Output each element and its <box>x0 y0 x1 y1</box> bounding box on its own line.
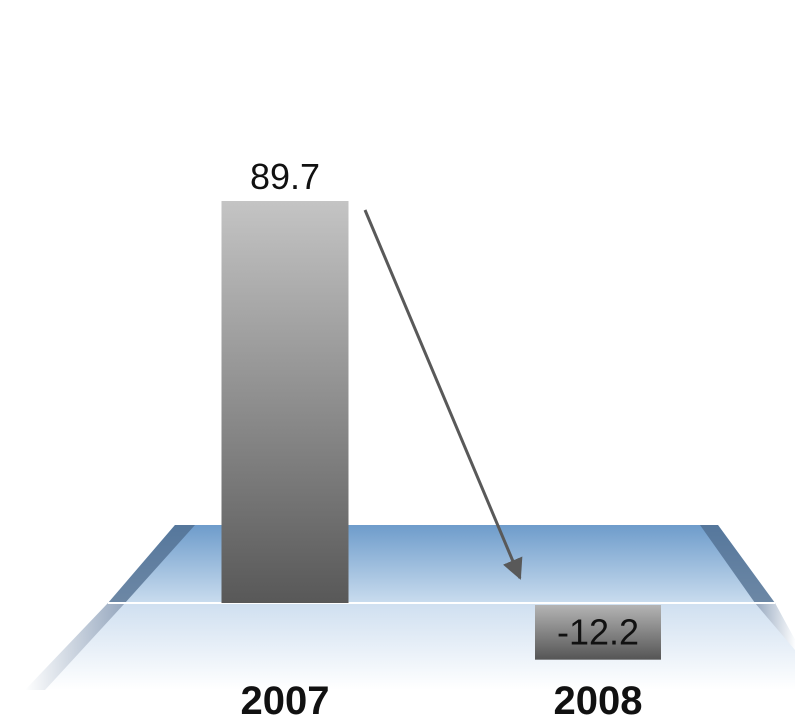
bars-group <box>221 201 661 660</box>
data-label-2008: -12.2 <box>557 612 639 653</box>
chart-floor <box>25 525 795 690</box>
floor-right-front-edge <box>755 603 795 650</box>
floor-right-edge <box>700 525 775 603</box>
floor-back-plane <box>108 525 775 603</box>
data-label-2007: 89.7 <box>250 156 320 197</box>
labels-group: 89.7 2007 -12.2 2008 <box>241 156 643 721</box>
floor-front-plane <box>25 603 795 690</box>
category-label-2008: 2008 <box>554 679 643 721</box>
trend-arrow <box>363 209 523 580</box>
floor-left-front-edge <box>25 603 125 690</box>
floor-left-edge <box>108 525 195 603</box>
category-label-2007: 2007 <box>241 679 330 721</box>
bar-2008 <box>535 605 661 660</box>
bar-2007 <box>221 201 349 603</box>
